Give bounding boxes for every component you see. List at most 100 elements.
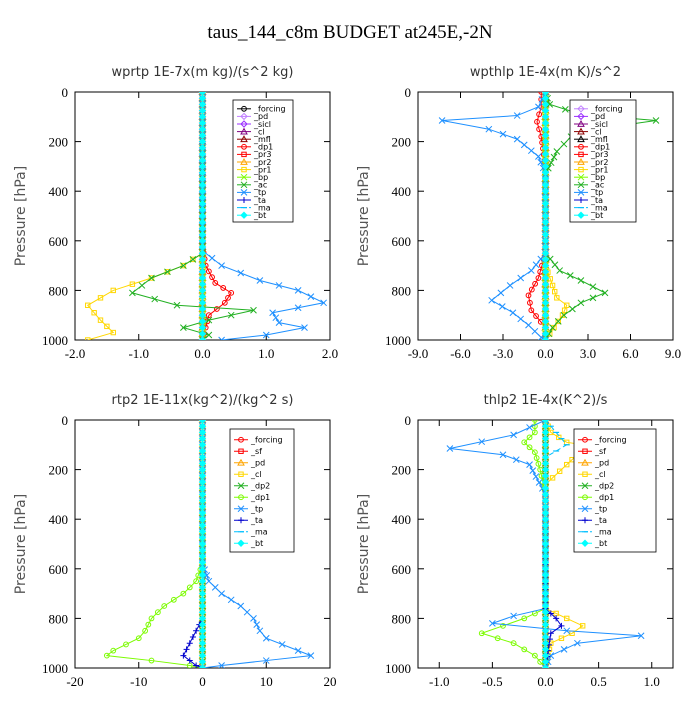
series-point-dp1 [531,449,538,456]
legend: _forcing _sf _pd _cl _dp2 _dp1 _tp _ta _ma _bt [573,428,657,553]
series-point-tp [547,652,555,659]
series-point-ac [551,261,559,269]
series-point-dp1 [148,657,155,664]
series-point-tp [294,304,302,312]
series-group [85,92,327,340]
series-point-dp1 [534,118,540,125]
series-point-pr1 [190,256,196,263]
series-point-dp1 [538,92,545,95]
series-point-dp1 [536,111,543,118]
series-point-tp [499,130,507,138]
x-tick-label: 0.0 [194,346,210,361]
x-tick-label: 0.5 [591,674,607,689]
series-point-tp [526,461,533,468]
series-point-ac [180,324,187,331]
series-point-ta [193,627,200,634]
x-tick-label: 9.0 [665,346,681,361]
series-point-ac [205,331,213,339]
series-point-tp [542,92,549,96]
y-tick-label: 600 [392,562,412,577]
legend-entry: _bt [590,211,603,220]
series-point-dp1 [212,280,219,286]
series-point-dp1 [525,292,532,299]
x-tick-label: 20 [324,674,337,689]
legend-marker [577,211,585,219]
y-tick-label: 0 [62,85,69,100]
series-point-dp1 [135,635,142,642]
series-point-ac [189,256,197,263]
series-point-tp [526,424,533,431]
x-tick-label: -6.0 [450,346,471,361]
legend: _forcing_pd_sicl_cl_mfl_dp1_pr3_pr2_pr1_… [232,99,294,223]
legend-marker [578,166,584,173]
legend-entry: _bp [590,173,605,182]
x-tick-label: -9.0 [408,346,429,361]
series-group [438,92,660,340]
series-point-dp1 [531,652,538,659]
series-point-dp1 [221,299,228,306]
series-point-pr1 [104,323,110,330]
series-point-tp [237,602,245,610]
series-point-dp1 [180,590,187,597]
series-point-tp [478,438,486,446]
legend-marker [240,181,248,189]
y-axis-label: Pressure [hPa] [13,494,29,594]
legend-marker [582,436,588,443]
legend-marker [237,482,245,490]
x-tick-label: 1.0 [644,674,660,689]
series-point-ac [250,306,257,314]
y-tick-label: 200 [49,135,69,150]
series-point-dp1 [532,280,539,287]
legend-marker [238,471,244,477]
legend-entry: _dp2 [594,482,614,491]
series-point-ta [547,630,554,637]
legend-marker [577,127,585,135]
x-tick-label: -20 [66,674,83,689]
x-tick-label: 0 [199,674,206,689]
legend-entry: _ma [250,528,268,537]
legend-entry: _pr2 [253,158,271,167]
y-tick-label: 600 [49,234,69,249]
y-tick-label: 200 [49,463,69,478]
series-point-tp [542,664,549,668]
series-point-tp [218,590,225,597]
legend-entry: _cl [594,470,606,479]
x-tick-label: 10 [260,674,273,689]
series-point-ac [577,277,585,284]
legend-entry: _forcing [590,105,623,114]
figure-title: taus_144_c8m BUDGET at245E,-2N [207,22,493,43]
series-point-tp [488,296,496,304]
x-tick-label: 6.0 [622,346,638,361]
series-group [103,420,315,668]
series-point-tp [205,577,213,585]
legend-marker [581,539,589,547]
legend-entry: _pr1 [590,165,608,174]
y-axis-label: Pressure [hPa] [13,166,29,266]
x-tick-label: -2.0 [65,346,86,361]
series-point-tp [531,327,539,335]
y-tick-label: 200 [392,135,412,150]
series-point-ac [547,159,555,167]
y-tick-label: 600 [49,562,69,577]
series-point-ac [199,336,206,340]
series-point-tp [203,572,211,579]
series-point-tp [527,267,535,274]
y-tick-label: 800 [49,611,69,626]
series-point-tp [527,147,535,155]
series-point-dp1 [145,621,152,628]
series-point-tp [211,584,219,591]
chart-panel-4: thlp2 1E-4x(K^2)/s Pressure [hPa] -1.0 -0.5… [356,393,674,689]
series-point-tp [275,319,283,326]
legend-entry: _pr3 [253,150,271,159]
x-tick-label: -1.0 [429,674,450,689]
series-point-ac [151,295,159,303]
series-point-tp [253,621,261,628]
series-point-pr1 [552,288,558,295]
series-point-tp [262,657,270,664]
series-point-dp1 [535,275,542,281]
series-point-bt [198,336,207,340]
series-point-dp1 [526,444,533,451]
series-point-pr1 [97,295,104,301]
legend-marker [577,135,585,143]
